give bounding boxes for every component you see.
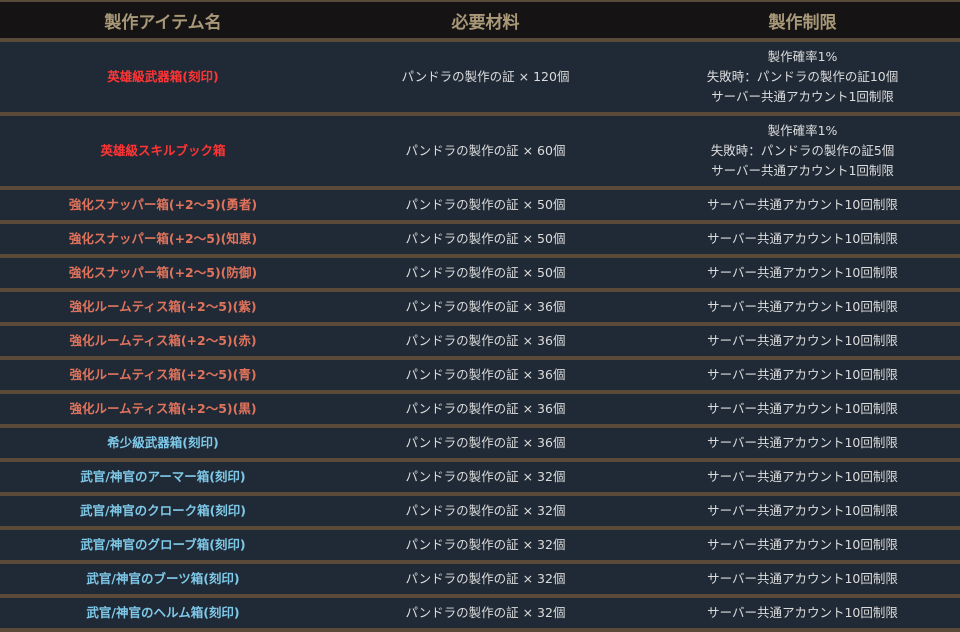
item-name: 強化ルームティス箱(+2〜5)(赤) xyxy=(0,324,326,360)
table-row: 武官/神官のブーツ箱(刻印) パンドラの製作の証 × 32個 サーバー共通アカウント… xyxy=(0,562,960,598)
required-materials: パンドラの製作の証 × 32個 xyxy=(326,460,645,496)
item-name: 強化ルームティス箱(+2〜5)(紫) xyxy=(0,290,326,326)
crafting-limit: サーバー共通アカウント10回制限 xyxy=(645,324,960,360)
limit-line: サーバー共通アカウント10回制限 xyxy=(707,503,898,518)
header-limit: 製作制限 xyxy=(645,0,960,42)
table-row: 強化スナッパー箱(+2〜5)(勇者) パンドラの製作の証 × 50個 サーバー共通ア… xyxy=(0,188,960,224)
header-materials: 必要材料 xyxy=(326,0,645,42)
required-materials: パンドラの製作の証 × 50個 xyxy=(326,256,645,292)
table-row: 武官/神官のグローブ箱(刻印) パンドラの製作の証 × 32個 サーバー共通アカウン… xyxy=(0,528,960,564)
table-row: 武官/神官のヘルム箱(刻印) パンドラの製作の証 × 32個 サーバー共通アカウント… xyxy=(0,596,960,632)
required-materials: パンドラの製作の証 × 32個 xyxy=(326,596,645,632)
item-name: 強化スナッパー箱(+2〜5)(勇者) xyxy=(0,188,326,224)
header-item-name: 製作アイテム名 xyxy=(0,0,326,42)
table-row: 強化ルームティス箱(+2〜5)(青) パンドラの製作の証 × 36個 サーバー共通ア… xyxy=(0,358,960,394)
crafting-limit: サーバー共通アカウント10回制限 xyxy=(645,426,960,462)
item-name: 強化スナッパー箱(+2〜5)(知恵) xyxy=(0,222,326,258)
limit-line: サーバー共通アカウント1回制限 xyxy=(711,163,894,178)
crafting-limit: 製作確率1% 失敗時：パンドラの製作の証10個 サーバー共通アカウント1回制限 xyxy=(645,40,960,116)
item-name: 武官/神官のクローク箱(刻印) xyxy=(0,494,326,530)
crafting-limit: サーバー共通アカウント10回制限 xyxy=(645,222,960,258)
required-materials: パンドラの製作の証 × 32個 xyxy=(326,562,645,598)
limit-line: サーバー共通アカウント10回制限 xyxy=(707,367,898,382)
limit-line: サーバー共通アカウント10回制限 xyxy=(707,537,898,552)
limit-line: サーバー共通アカウント10回制限 xyxy=(707,197,898,212)
limit-line: サーバー共通アカウント10回制限 xyxy=(707,231,898,246)
crafting-limit: サーバー共通アカウント10回制限 xyxy=(645,188,960,224)
item-name: 強化ルームティス箱(+2〜5)(黒) xyxy=(0,392,326,428)
crafting-limit: サーバー共通アカウント10回制限 xyxy=(645,358,960,394)
table-row: 希少級武器箱(刻印) パンドラの製作の証 × 36個 サーバー共通アカウント10回制… xyxy=(0,426,960,462)
table-row: 英雄級武器箱(刻印) パンドラの製作の証 × 120個 製作確率1% 失敗時：パンドラ… xyxy=(0,40,960,116)
item-name: 英雄級武器箱(刻印) xyxy=(0,40,326,116)
limit-line: 製作確率1% xyxy=(767,123,838,138)
required-materials: パンドラの製作の証 × 60個 xyxy=(326,114,645,190)
crafting-limit: 製作確率1% 失敗時：パンドラの製作の証5個 サーバー共通アカウント1回制限 xyxy=(645,114,960,190)
table-row: 強化スナッパー箱(+2〜5)(知恵) パンドラの製作の証 × 50個 サーバー共通ア… xyxy=(0,222,960,258)
required-materials: パンドラの製作の証 × 32個 xyxy=(326,494,645,530)
table-row: 強化ルームティス箱(+2〜5)(紫) パンドラの製作の証 × 36個 サーバー共通ア… xyxy=(0,290,960,326)
crafting-limit: サーバー共通アカウント10回制限 xyxy=(645,460,960,496)
item-name: 英雄級スキルブック箱 xyxy=(0,114,326,190)
item-name: 武官/神官のブーツ箱(刻印) xyxy=(0,562,326,598)
limit-line: サーバー共通アカウント10回制限 xyxy=(707,333,898,348)
item-name: 武官/神官のヘルム箱(刻印) xyxy=(0,596,326,632)
limit-line: サーバー共通アカウント10回制限 xyxy=(707,299,898,314)
required-materials: パンドラの製作の証 × 36個 xyxy=(326,324,645,360)
crafting-limit: サーバー共通アカウント10回制限 xyxy=(645,596,960,632)
crafting-limit: サーバー共通アカウント10回制限 xyxy=(645,392,960,428)
required-materials: パンドラの製作の証 × 36個 xyxy=(326,392,645,428)
item-name: 強化ルームティス箱(+2〜5)(青) xyxy=(0,358,326,394)
crafting-limit: サーバー共通アカウント10回制限 xyxy=(645,528,960,564)
table-row: 英雄級スキルブック箱 パンドラの製作の証 × 60個 製作確率1% 失敗時：パンドラの… xyxy=(0,114,960,190)
item-name: 武官/神官のアーマー箱(刻印) xyxy=(0,460,326,496)
limit-line: 製作確率1% xyxy=(767,49,838,64)
required-materials: パンドラの製作の証 × 32個 xyxy=(326,528,645,564)
item-name: 強化スナッパー箱(+2〜5)(防御) xyxy=(0,256,326,292)
limit-line: サーバー共通アカウント10回制限 xyxy=(707,571,898,586)
item-name: 武官/神官のグローブ箱(刻印) xyxy=(0,528,326,564)
header-row: 製作アイテム名 必要材料 製作制限 xyxy=(0,0,960,42)
limit-line: 失敗時：パンドラの製作の証10個 xyxy=(706,69,899,84)
crafting-limit: サーバー共通アカウント10回制限 xyxy=(645,256,960,292)
required-materials: パンドラの製作の証 × 36個 xyxy=(326,426,645,462)
limit-line: サーバー共通アカウント10回制限 xyxy=(707,401,898,416)
crafting-limit: サーバー共通アカウント10回制限 xyxy=(645,562,960,598)
limit-line: 失敗時：パンドラの製作の証5個 xyxy=(710,143,895,158)
crafting-limit: サーバー共通アカウント10回制限 xyxy=(645,290,960,326)
table-row: 強化ルームティス箱(+2〜5)(黒) パンドラの製作の証 × 36個 サーバー共通ア… xyxy=(0,392,960,428)
required-materials: パンドラの製作の証 × 120個 xyxy=(326,40,645,116)
limit-line: サーバー共通アカウント10回制限 xyxy=(707,265,898,280)
table-row: 強化ルームティス箱(+2〜5)(赤) パンドラの製作の証 × 36個 サーバー共通ア… xyxy=(0,324,960,360)
item-name: 希少級武器箱(刻印) xyxy=(0,426,326,462)
limit-line: サーバー共通アカウント1回制限 xyxy=(711,89,894,104)
required-materials: パンドラの製作の証 × 50個 xyxy=(326,188,645,224)
table-row: 強化スナッパー箱(+2〜5)(防御) パンドラの製作の証 × 50個 サーバー共通ア… xyxy=(0,256,960,292)
required-materials: パンドラの製作の証 × 36個 xyxy=(326,358,645,394)
table-row: 武官/神官のアーマー箱(刻印) パンドラの製作の証 × 32個 サーバー共通アカウン… xyxy=(0,460,960,496)
required-materials: パンドラの製作の証 × 50個 xyxy=(326,222,645,258)
limit-line: サーバー共通アカウント10回制限 xyxy=(707,435,898,450)
required-materials: パンドラの製作の証 × 36個 xyxy=(326,290,645,326)
limit-line: サーバー共通アカウント10回制限 xyxy=(707,469,898,484)
limit-line: サーバー共通アカウント10回制限 xyxy=(707,605,898,620)
table-row: 武官/神官のクローク箱(刻印) パンドラの製作の証 × 32個 サーバー共通アカウン… xyxy=(0,494,960,530)
crafting-limit: サーバー共通アカウント10回制限 xyxy=(645,494,960,530)
